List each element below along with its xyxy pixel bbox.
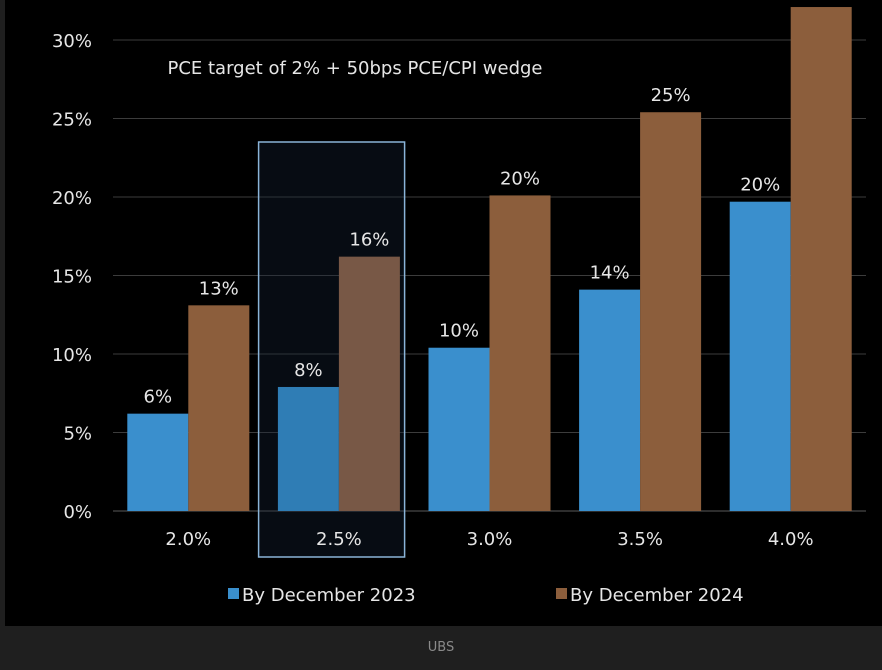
x-tick-label: 2.5%: [316, 529, 362, 550]
legend-swatch: [556, 588, 567, 599]
chart-annotation: PCE target of 2% + 50bps PCE/CPI wedge: [167, 58, 542, 79]
bars: [127, 7, 852, 512]
data-label: 6%: [144, 387, 173, 408]
x-tick-label: 4.0%: [768, 529, 814, 550]
bar-dec-2024: [188, 305, 250, 511]
x-tick-label: 3.5%: [617, 529, 663, 550]
bar-dec-2023: [579, 289, 641, 511]
legend-label: By December 2023: [242, 585, 416, 606]
bar-dec-2023: [428, 347, 490, 511]
x-tick-label: 2.0%: [165, 529, 211, 550]
data-label: 20%: [500, 168, 540, 189]
y-tick-label: 30%: [52, 31, 92, 52]
bar-dec-2024: [790, 7, 852, 512]
source-caption: UBS: [427, 640, 455, 655]
x-tick-label: 3.0%: [467, 529, 513, 550]
tick-labels: 0% 5% 10% 15% 20% 25% 30% 2.0% 2.5% 3.0% 3.5% 4.0%: [52, 31, 814, 550]
legend-swatch: [228, 588, 239, 599]
data-label: 10%: [439, 321, 479, 342]
bar-dec-2023: [277, 386, 339, 511]
data-label: 8%: [294, 360, 323, 381]
data-label: 13%: [199, 278, 239, 299]
y-tick-label: 20%: [52, 188, 92, 209]
data-label: 20%: [740, 175, 780, 196]
y-tick-label: 25%: [52, 110, 92, 131]
bar-dec-2024: [640, 112, 702, 511]
data-label: 14%: [590, 263, 630, 284]
bar-dec-2023: [729, 201, 791, 511]
bar-dec-2023: [127, 413, 189, 511]
y-tick-label: 0%: [63, 502, 92, 523]
bar-dec-2024: [489, 195, 551, 511]
chart: 6% 13% 8% 16% 10% 20% 14% 25% 20% 0% 5% 10% 15% 20% 2…: [52, 7, 866, 606]
y-tick-label: 5%: [63, 424, 92, 445]
bar-dec-2024: [338, 256, 400, 511]
y-tick-label: 15%: [52, 267, 92, 288]
y-tick-label: 10%: [52, 345, 92, 366]
data-labels: 6% 13% 8% 16% 10% 20% 14% 25% 20%: [144, 85, 781, 407]
legend: By December 2023 By December 2024: [228, 585, 744, 606]
legend-label: By December 2024: [570, 585, 744, 606]
data-label: 16%: [349, 230, 389, 251]
data-label: 25%: [651, 85, 691, 106]
